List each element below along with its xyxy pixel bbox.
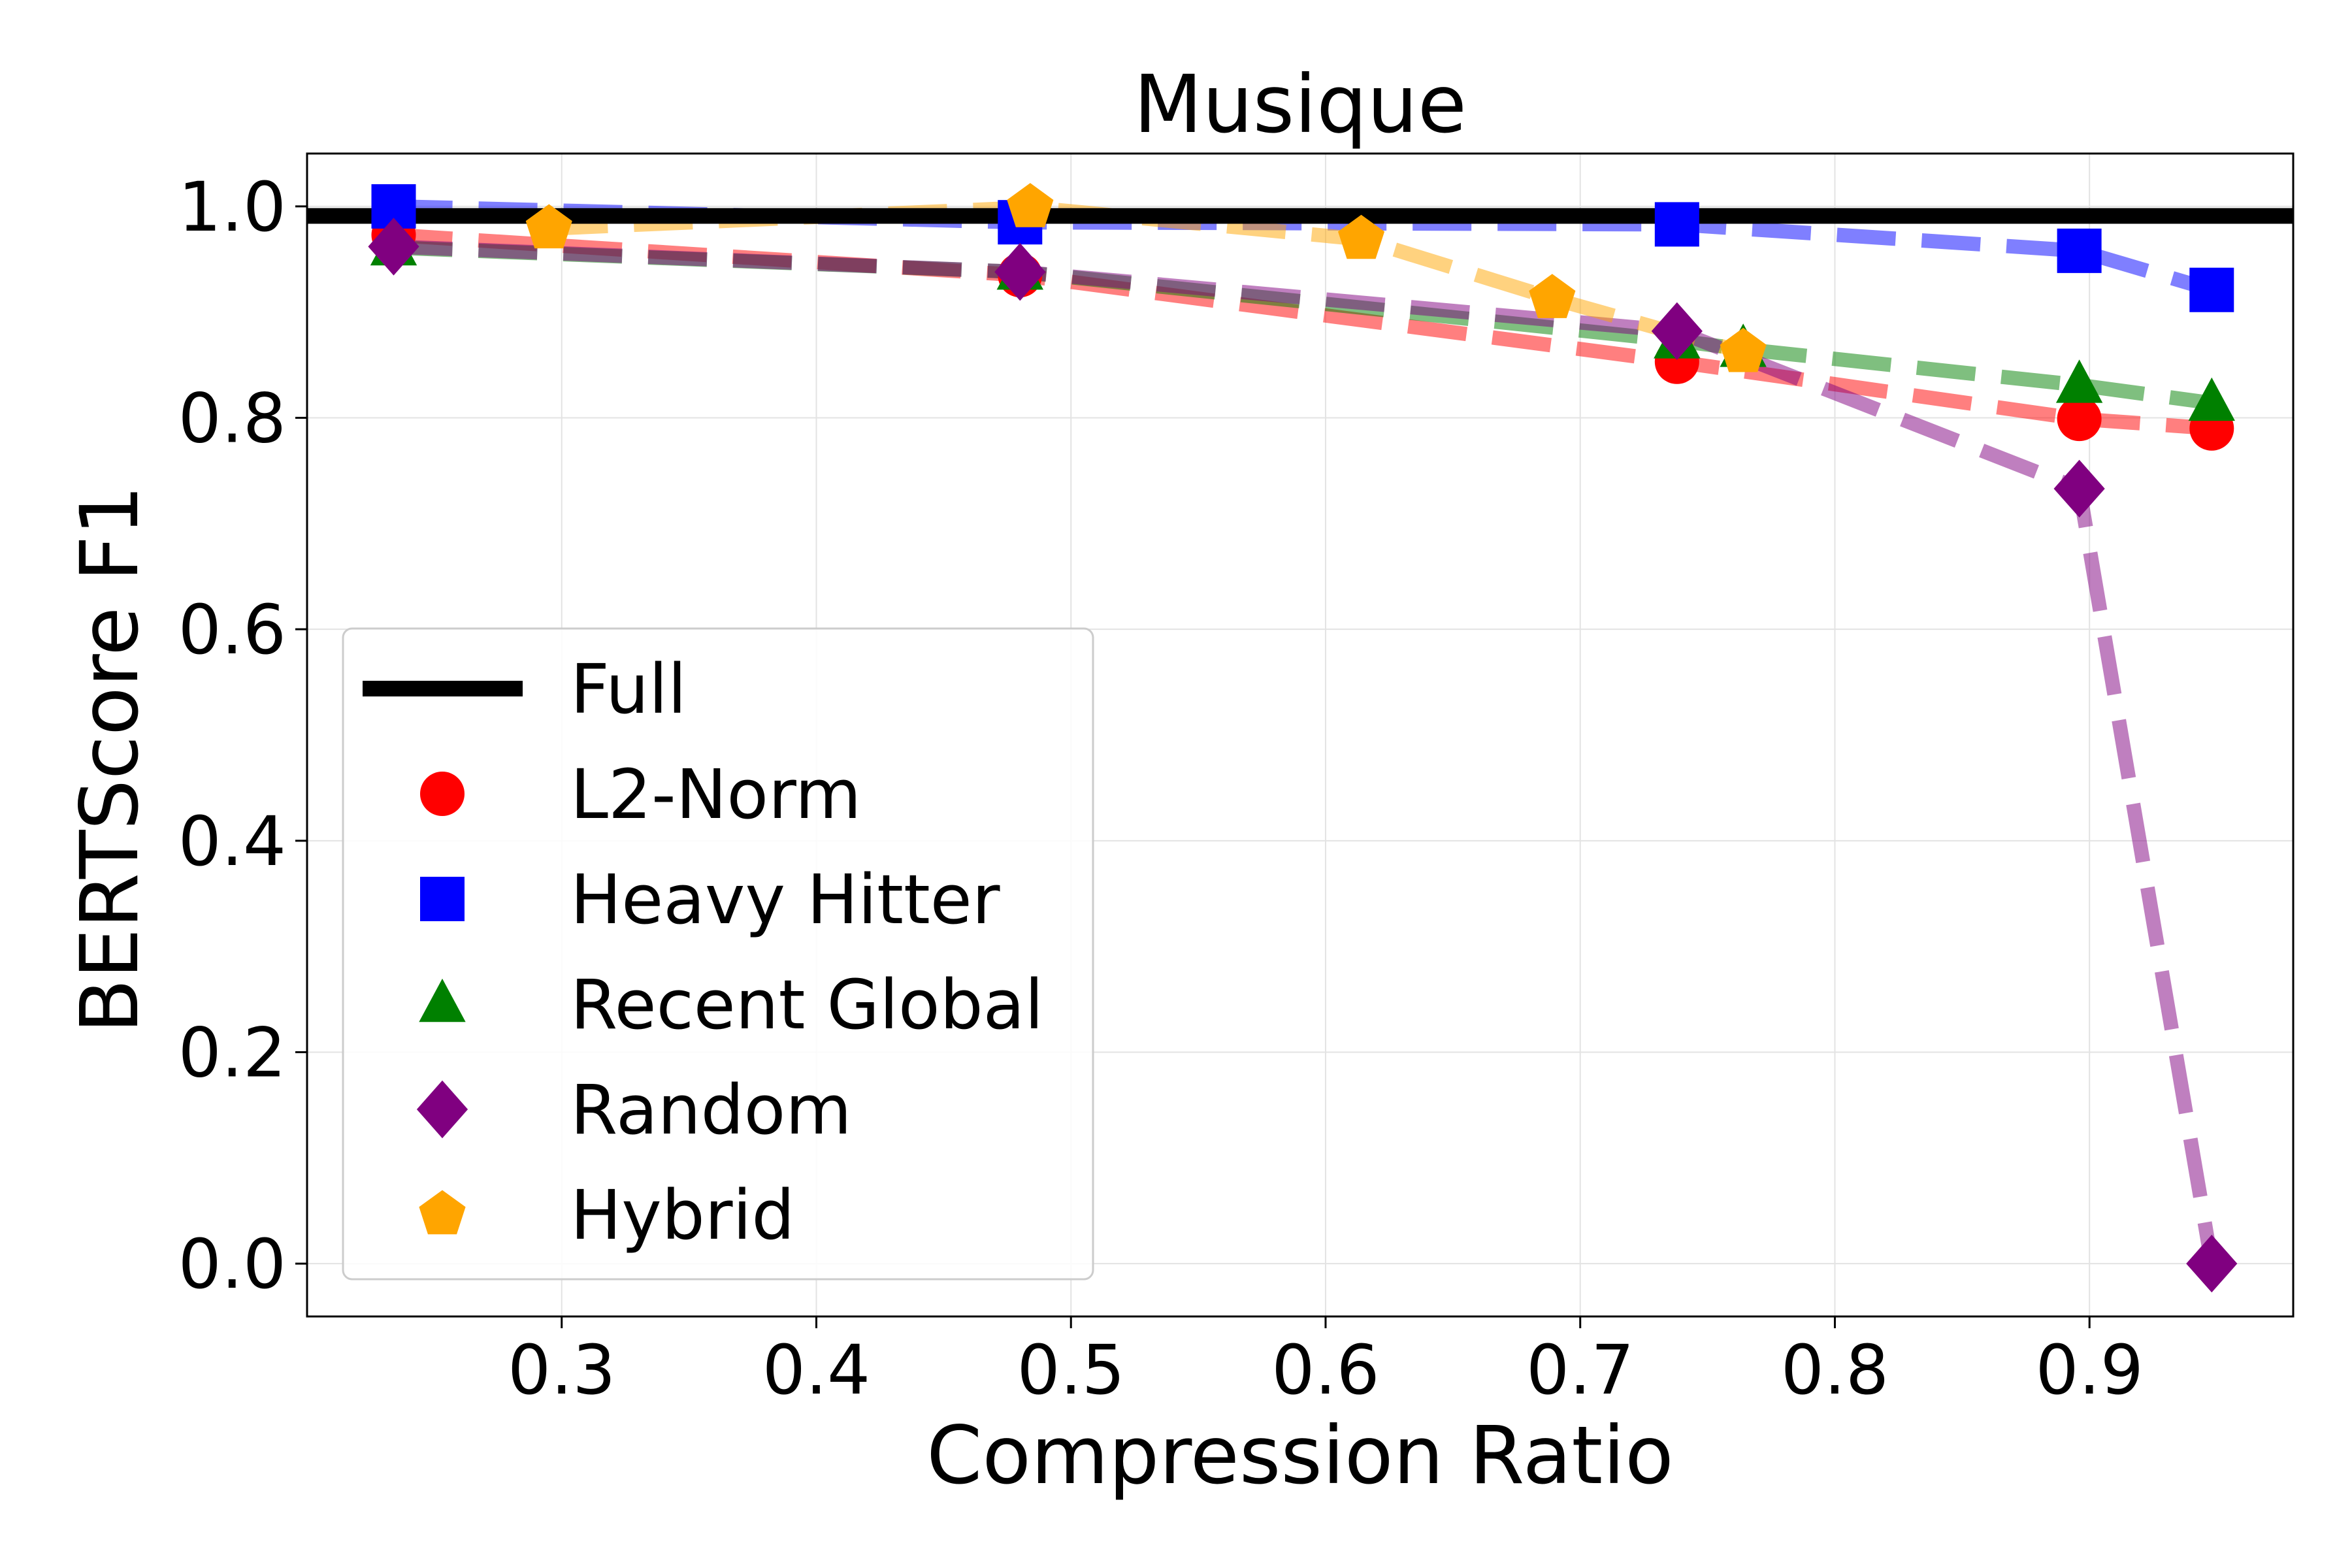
- data-point-hybrid: [1007, 183, 1054, 227]
- legend-label-l2-norm: L2-Norm: [570, 755, 861, 834]
- legend-key-hybrid: [419, 1190, 466, 1235]
- legend-label-random: Random: [570, 1070, 852, 1150]
- y-axis-label: BERTScore F1: [63, 485, 156, 1033]
- data-point-hybrid: [1338, 214, 1385, 259]
- x-tick-label: 0.4: [762, 1330, 870, 1410]
- x-axis-label: Compression Ratio: [926, 1409, 1674, 1502]
- legend-key-l2-norm: [420, 772, 465, 816]
- data-point-heavy-hitter: [1654, 202, 1699, 247]
- x-tick-label: 0.5: [1017, 1330, 1125, 1410]
- legend-key-recent-global: [419, 978, 466, 1022]
- data-point-hybrid: [1529, 274, 1576, 318]
- x-tick-label: 0.3: [508, 1330, 615, 1410]
- y-tick-label: 0.4: [178, 802, 286, 881]
- data-point-random: [994, 243, 1046, 301]
- y-tick-label: 0.8: [178, 379, 286, 459]
- data-point-random: [1651, 302, 1703, 361]
- legend: Full L2-Norm Heavy Hitter Recent Global Rand…: [342, 627, 1094, 1281]
- series-markers: [368, 183, 2238, 1293]
- y-tick-label: 1.0: [178, 167, 286, 247]
- legend-label-hybrid: Hybrid: [570, 1175, 794, 1255]
- data-point-random: [2053, 459, 2105, 518]
- data-point-heavy-hitter: [2189, 267, 2234, 312]
- data-point-random: [368, 218, 419, 276]
- x-tick-label: 0.7: [1526, 1330, 1634, 1410]
- legend-label-full: Full: [570, 649, 687, 729]
- legend-label-heavy-hitter: Heavy Hitter: [570, 860, 1000, 939]
- chart-title: Musique: [1134, 58, 1467, 151]
- legend-box: [342, 627, 1094, 1281]
- plot-frame: [306, 152, 2295, 1318]
- x-tick-label: 0.9: [2036, 1330, 2144, 1410]
- data-point-recent-global: [2188, 377, 2235, 421]
- x-tick-label: 0.8: [1781, 1330, 1889, 1410]
- y-tick-label: 0.0: [178, 1224, 286, 1304]
- data-point-random: [2186, 1234, 2238, 1293]
- legend-key-heavy-hitter: [420, 877, 465, 921]
- data-point-l2-norm: [2057, 397, 2102, 442]
- y-tick-label: 0.2: [178, 1013, 286, 1092]
- data-point-hybrid: [525, 204, 572, 249]
- axes: 0.3 0.4 0.5 0.6 0.7 0.8 0.9 0.0 0.2 0.4 0.6 0.8 1.0: [178, 152, 2295, 1410]
- data-point-recent-global: [2055, 359, 2103, 403]
- x-tick-label: 0.6: [1271, 1330, 1379, 1410]
- legend-key-random: [416, 1080, 468, 1139]
- data-point-heavy-hitter: [2057, 228, 2102, 273]
- legend-label-recent-global: Recent Global: [570, 965, 1043, 1045]
- y-tick-label: 0.6: [178, 590, 286, 670]
- data-point-hybrid: [1720, 327, 1767, 372]
